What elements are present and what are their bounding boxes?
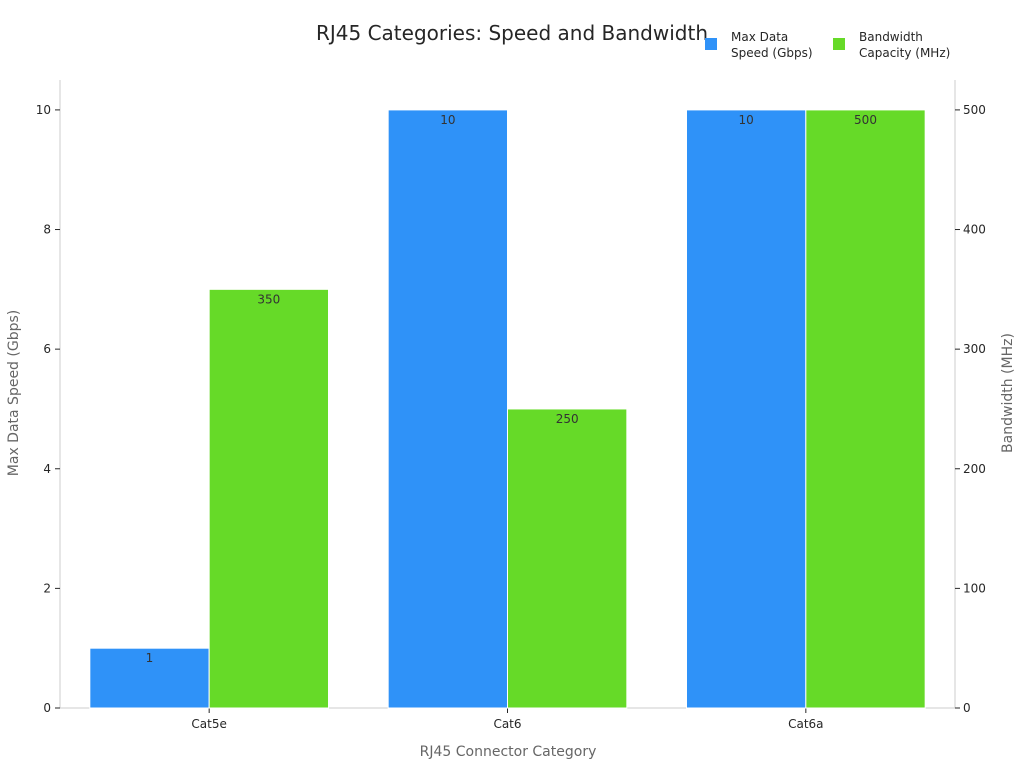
y2-tick-label: 500: [963, 103, 986, 117]
bar-speed-cat5e: [89, 647, 210, 709]
bar-value-label: 500: [854, 113, 877, 127]
legend-label: Max Data: [731, 30, 788, 44]
x-tick-label: Cat6: [493, 717, 521, 731]
legend-swatch: [705, 38, 717, 50]
y2-axis-title: Bandwidth (MHz): [1000, 333, 1016, 453]
y-tick-label: 2: [43, 581, 51, 595]
bar-value-label: 1: [146, 651, 154, 665]
y2-tick-label: 200: [963, 462, 986, 476]
bar-speed-cat6: [387, 109, 508, 709]
legend-label: Bandwidth: [859, 30, 923, 44]
bar-value-label: 250: [556, 412, 579, 426]
y2-tick-label: 100: [963, 581, 986, 595]
y2-tick-label: 400: [963, 223, 986, 237]
bar-speed-cat6a: [686, 109, 807, 709]
bar-value-label: 350: [257, 292, 280, 306]
bar-value-label: 10: [739, 113, 754, 127]
legend-label: Capacity (MHz): [859, 46, 950, 60]
y-axis-title: Max Data Speed (Gbps): [6, 310, 22, 476]
x-tick-label: Cat6a: [788, 717, 823, 731]
y-tick-label: 10: [36, 103, 51, 117]
legend-swatch: [833, 38, 845, 50]
y2-tick-label: 0: [963, 701, 971, 715]
legend-label: Speed (Gbps): [731, 46, 813, 60]
y-tick-label: 4: [43, 462, 51, 476]
bar-bandwidth-cat5e: [208, 288, 330, 709]
bar-value-label: 10: [440, 113, 455, 127]
chart-title: RJ45 Categories: Speed and Bandwidth: [316, 21, 708, 45]
plot-area: 02468100100200300400500Cat5e1350Cat61025…: [36, 80, 986, 731]
bar-bandwidth-cat6a: [805, 109, 926, 709]
x-axis-title: RJ45 Connector Category: [420, 744, 597, 760]
x-tick-label: Cat5e: [191, 717, 226, 731]
y2-tick-label: 300: [963, 342, 986, 356]
legend: Max Data Speed (Gbps) Bandwidth Capacity (M…: [705, 30, 950, 60]
y-tick-label: 8: [43, 223, 51, 237]
y-tick-label: 6: [43, 342, 51, 356]
bar-bandwidth-cat6: [507, 408, 628, 709]
y-tick-label: 0: [43, 701, 51, 715]
